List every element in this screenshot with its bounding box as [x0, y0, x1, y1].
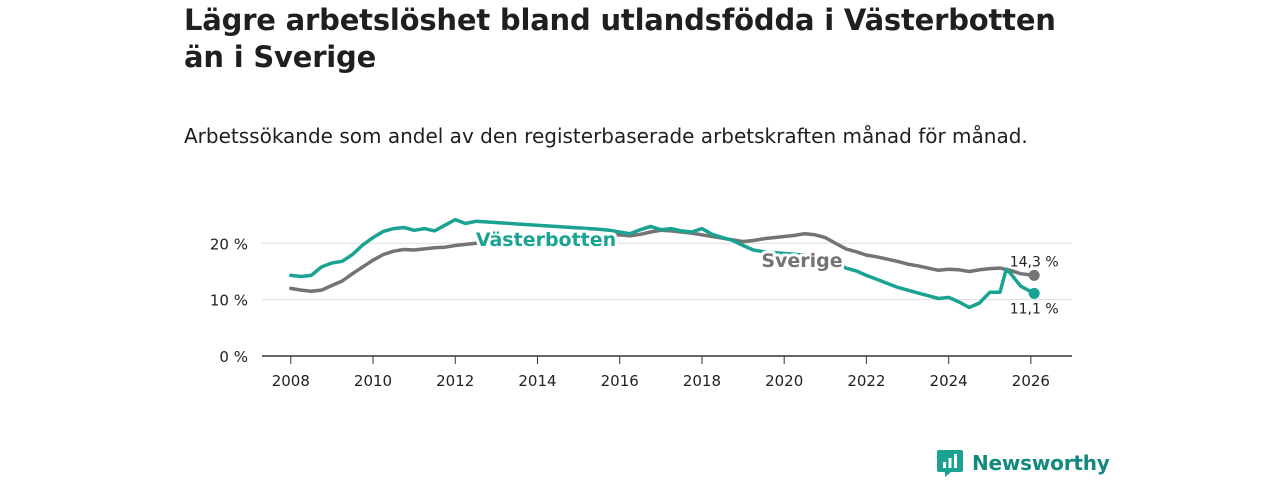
x-tick-label: 2020	[765, 372, 803, 390]
axes: 0 % 10 % 20 % 2008 2010 2012 2014 2016 2018 2020 2…	[210, 235, 1072, 390]
chart-title: Lägre arbetslöshet bland utlandsfödda i …	[184, 3, 1056, 74]
x-tick-label: 2022	[847, 372, 885, 390]
series-name-label: Västerbotten	[476, 229, 616, 251]
gridlines	[262, 242, 1072, 301]
series-line-sverige	[289, 228, 1036, 293]
data-labels: 14,3 % Sverige 11,1 % Västerbotten	[473, 226, 1059, 317]
series-end-dot	[1028, 287, 1040, 299]
bar-chart-logo-icon	[937, 450, 963, 477]
y-tick-label: 0 %	[219, 348, 248, 366]
x-tick-label: 2024	[930, 372, 968, 390]
x-tick-label: 2014	[518, 372, 556, 390]
x-tick-label: 2010	[354, 372, 392, 390]
x-tick-label: 2016	[601, 372, 639, 390]
x-tick-label: 2008	[272, 372, 310, 390]
y-tick-label: 10 %	[210, 292, 248, 310]
x-tick-label: 2018	[683, 372, 721, 390]
end-value-label: 14,3 %	[1010, 254, 1059, 270]
series-name-label: Sverige	[761, 250, 842, 272]
brand-name: Newsworthy	[972, 451, 1110, 475]
series-lines	[289, 217, 1040, 310]
newsworthy-brand: Newsworthy	[936, 446, 1110, 480]
series-line-västerbotten	[289, 217, 1036, 310]
end-value-label: 11,1 %	[1010, 301, 1059, 317]
x-tick-label: 2012	[436, 372, 474, 390]
y-tick-label: 20 %	[210, 235, 248, 253]
x-tick-label: 2026	[1012, 372, 1050, 390]
chart-subtitle: Arbetssökande som andel av den registerb…	[184, 124, 1028, 148]
series-end-dot	[1028, 269, 1040, 281]
